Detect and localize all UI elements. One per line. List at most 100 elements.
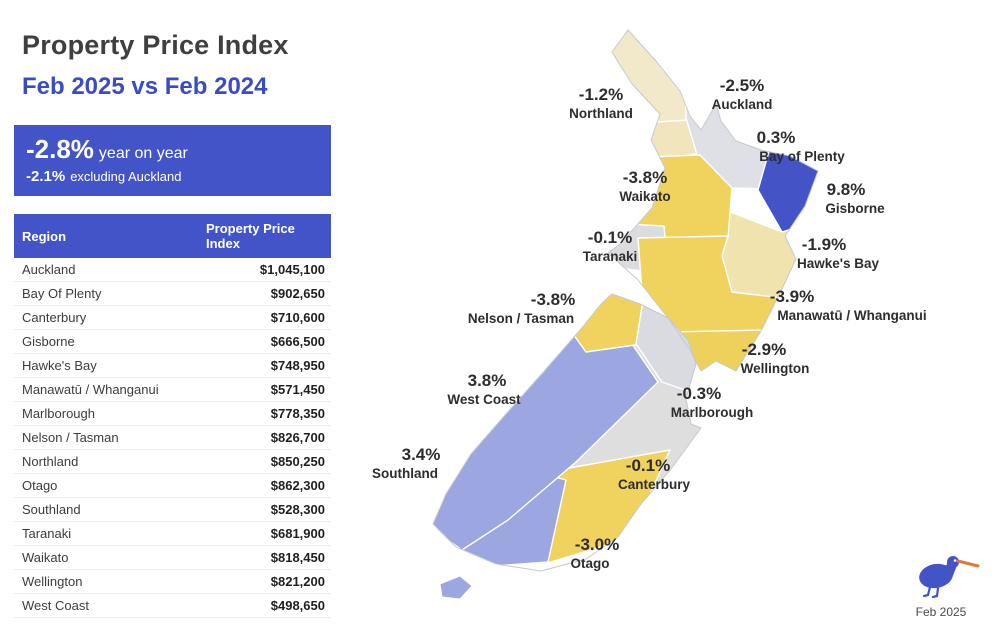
map-label-auckland: -2.5% Auckland: [712, 76, 773, 112]
region-cell: Southland: [14, 497, 198, 522]
map-label-region: Marlborough: [670, 404, 754, 420]
table-row: Canterbury $710,600: [14, 305, 331, 330]
left-panel: Property Price Index Feb 2025 vs Feb 202…: [14, 0, 331, 618]
table-row: Bay Of Plenty $902,650: [14, 281, 331, 306]
region-cell: Nelson / Tasman: [14, 425, 198, 450]
map-label-value: 0.3%: [756, 128, 796, 147]
region-cell: Manawatū / Whanganui: [14, 377, 198, 402]
table-row: Southland $528,300: [14, 497, 331, 522]
region-cell: Taranaki: [14, 521, 198, 546]
table-row: Nelson / Tasman $826,700: [14, 425, 331, 450]
map-label-value: 3.8%: [467, 371, 507, 390]
price-cell: $571,450: [198, 377, 331, 402]
map-label-otago: -3.0% Otago: [570, 535, 620, 571]
map-label-region: Wellington: [740, 360, 810, 376]
price-cell: $902,650: [198, 281, 331, 306]
north-island-outline: [607, 29, 819, 372]
map-label-region: Waikato: [619, 188, 671, 204]
map-label-value: 3.4%: [401, 445, 441, 464]
price-cell: $666,500: [198, 329, 331, 354]
map-label-region: Northland: [569, 105, 633, 121]
kiwi-beak: [956, 559, 980, 568]
table-row: Waikato $818,450: [14, 545, 331, 570]
south-island-outline: [432, 293, 702, 572]
price-cell: $850,250: [198, 449, 331, 474]
map-label-value: -2.9%: [741, 340, 787, 359]
map-label-region: Hawke's Bay: [796, 255, 880, 271]
map-label-region: West Coast: [447, 391, 521, 407]
logo-date: Feb 2025: [915, 605, 967, 619]
map-label-region: Nelson / Tasman: [467, 310, 575, 326]
map-label-region: Auckland: [711, 96, 773, 112]
map-label-southland: 3.4% Southland: [372, 445, 454, 481]
price-cell: $818,450: [198, 545, 331, 570]
kiwi-body: [919, 563, 953, 589]
map-label-value: -2.5%: [719, 76, 765, 95]
price-cell: $681,900: [198, 521, 331, 546]
ex-auckland-summary: -2.1% excluding Auckland: [26, 168, 319, 186]
price-cell: $821,200: [198, 569, 331, 594]
table-row: Auckland $1,045,100: [14, 258, 331, 282]
map-label-value: -3.9%: [769, 287, 815, 306]
price-cell: $498,650: [198, 593, 331, 618]
region-cell: Northland: [14, 449, 198, 474]
ex-auckland-label: excluding Auckland: [70, 169, 182, 184]
page-title: Property Price Index: [22, 30, 289, 60]
table-header-row: Region Property Price Index: [14, 214, 331, 258]
map-label-canterbury: -0.1% Canterbury: [612, 456, 690, 492]
map-label-waikato: -3.8% Waikato: [619, 168, 670, 204]
map-label-value: -0.3%: [676, 384, 722, 403]
region-cell: Auckland: [14, 258, 198, 282]
price-cell: $778,350: [198, 401, 331, 426]
price-index-table: Region Property Price Index Auckland $1,0…: [14, 214, 331, 618]
kiwi-legs: [922, 585, 940, 599]
table-row: Gisborne $666,500: [14, 329, 331, 354]
map-label-value: -3.8%: [530, 290, 576, 309]
region-cell: Canterbury: [14, 305, 198, 330]
map-label-region: Otago: [570, 555, 610, 571]
region-cell: Hawke's Bay: [14, 353, 198, 378]
region-cell: Marlborough: [14, 401, 198, 426]
kiwi-head: [947, 556, 959, 568]
map-label-value: -0.1%: [625, 456, 671, 475]
map-label-marlborough: -0.3% Marlborough: [658, 384, 754, 420]
map-label-value: -0.1%: [587, 228, 633, 247]
table-row: Taranaki $681,900: [14, 521, 331, 546]
nz-map-svg: [432, 29, 819, 600]
map-label-hawkes-bay: -1.9% Hawke's Bay: [783, 235, 879, 271]
price-cell: $826,700: [198, 425, 331, 450]
region-column-header: Region: [14, 214, 198, 258]
kiwi-logo: Feb 2025: [893, 550, 989, 619]
map-label-region: Gisborne: [825, 200, 885, 216]
map-label-gisborne: 9.8% Gisborne: [816, 180, 884, 216]
price-cell: $748,950: [198, 353, 331, 378]
table-row: Otago $862,300: [14, 473, 331, 498]
map-label-value: 9.8%: [826, 180, 866, 199]
table-row: Northland $850,250: [14, 449, 331, 474]
yoy-value: -2.8%: [26, 134, 94, 164]
map-label-bay-of-plenty: 0.3% Bay of Plenty: [733, 128, 845, 164]
map-label-region: Southland: [372, 465, 438, 481]
map-label-region: Canterbury: [617, 476, 691, 492]
table-row: Manawatū / Whanganui $571,450: [14, 377, 331, 402]
map-label-manawatu: -3.9% Manawatū / Whanganui: [717, 287, 927, 323]
yoy-label: year on year: [98, 145, 188, 162]
table-row: West Coast $498,650: [14, 593, 331, 618]
map-label-west-coast: 3.8% West Coast: [447, 371, 523, 407]
kiwi-bird-icon: [919, 556, 980, 599]
region-cell: Bay Of Plenty: [14, 281, 198, 306]
price-cell: $528,300: [198, 497, 331, 522]
page-subtitle: Feb 2025 vs Feb 2024: [22, 73, 268, 100]
map-label-wellington: -2.9% Wellington: [730, 340, 810, 376]
map-label-value: -3.0%: [574, 535, 620, 554]
table-row: Wellington $821,200: [14, 569, 331, 594]
summary-banner: -2.8% year on year -2.1% excluding Aucklan…: [14, 125, 331, 196]
table-row: Hawke's Bay $748,950: [14, 353, 331, 378]
region-stewart-island: [439, 575, 473, 600]
map-label-value: -1.2%: [578, 85, 624, 104]
region-cell: Gisborne: [14, 329, 198, 354]
map-label-region: Manawatū / Whanganui: [777, 307, 927, 323]
map-label-taranaki: -0.1% Taranaki: [583, 228, 638, 264]
yoy-summary: -2.8% year on year: [26, 134, 319, 165]
